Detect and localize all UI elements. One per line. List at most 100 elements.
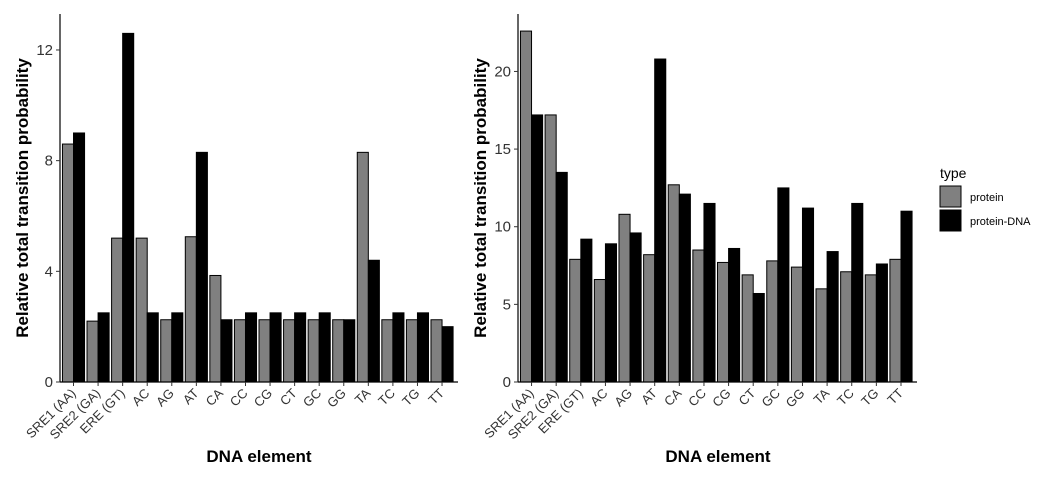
bar-protein-dna-8 xyxy=(269,312,282,383)
x-tick-label: AG xyxy=(611,386,635,410)
legend-title: type xyxy=(940,165,967,181)
x-axis-title: DNA element xyxy=(665,447,771,466)
x-tick-label: TC xyxy=(834,386,857,409)
bar-protein-dna-12 xyxy=(826,251,839,383)
x-tick-label: CC xyxy=(227,386,251,410)
bar-protein-dna-2 xyxy=(580,238,593,383)
x-tick-label: TA xyxy=(811,385,833,407)
bar-protein-dna-8 xyxy=(728,247,741,383)
bar-protein-5 xyxy=(643,254,656,383)
x-tick-label: TA xyxy=(352,385,374,407)
bar-protein-dna-0 xyxy=(531,114,544,383)
x-tick-label: CG xyxy=(709,386,733,410)
bar-protein-dna-7 xyxy=(703,202,716,383)
bar-protein-1 xyxy=(86,320,99,383)
bar-protein-dna-6 xyxy=(220,319,233,383)
bar-protein-8 xyxy=(258,319,271,383)
bar-protein-3 xyxy=(593,279,606,383)
x-tick-label: TT xyxy=(884,385,906,407)
bar-protein-3 xyxy=(135,237,148,383)
legend-swatch-protein-dna xyxy=(939,209,962,232)
bar-protein-dna-3 xyxy=(604,243,618,383)
bar-protein-0 xyxy=(61,143,75,383)
bar-protein-dna-0 xyxy=(73,132,86,383)
bar-protein-15 xyxy=(430,319,443,383)
y-axis-title: Relative total transition probability xyxy=(471,58,490,338)
legend: type protein protein-DNA xyxy=(939,165,1031,232)
legend-label-protein: protein xyxy=(970,192,1004,204)
x-tick-label: TT xyxy=(425,385,447,407)
bar-protein-dna-7 xyxy=(244,312,258,383)
bar-protein-dna-13 xyxy=(392,312,405,383)
x-tick-label: CC xyxy=(685,386,709,410)
bar-protein-7 xyxy=(692,249,705,383)
bar-protein-dna-10 xyxy=(318,312,331,383)
y-tick-label: 0 xyxy=(45,374,53,391)
bar-protein-dna-4 xyxy=(171,312,184,383)
legend-label-protein-dna: protein-DNA xyxy=(970,216,1031,228)
x-tick-label: AC xyxy=(129,386,152,409)
bar-protein-dna-4 xyxy=(629,232,642,383)
bar-protein-6 xyxy=(667,184,680,383)
bar-protein-11 xyxy=(790,266,803,383)
bar-protein-9 xyxy=(741,274,754,383)
bar-protein-dna-5 xyxy=(654,58,667,383)
bar-protein-dna-10 xyxy=(777,187,790,383)
x-tick-label: AT xyxy=(638,385,660,407)
bar-protein-4 xyxy=(618,213,631,383)
bar-protein-15 xyxy=(889,258,902,383)
y-tick-label: 4 xyxy=(45,263,53,280)
bar-protein-2 xyxy=(569,258,582,383)
bar-protein-12 xyxy=(815,288,828,383)
y-tick-label: 8 xyxy=(45,153,53,170)
x-axis-title: DNA element xyxy=(206,447,312,466)
bar-protein-dna-9 xyxy=(294,312,307,383)
y-tick-label: 10 xyxy=(494,219,511,236)
bar-protein-dna-2 xyxy=(122,32,135,383)
bar-protein-5 xyxy=(184,236,197,383)
bar-protein-7 xyxy=(233,319,246,383)
bar-protein-4 xyxy=(160,319,173,383)
y-tick-label: 5 xyxy=(503,296,511,313)
x-tick-label: AT xyxy=(180,385,202,407)
bar-protein-14 xyxy=(864,274,877,383)
y-tick-label: 20 xyxy=(494,63,511,80)
x-tick-label: CA xyxy=(203,385,227,409)
x-tick-label: GC xyxy=(759,386,783,410)
bar-protein-dna-11 xyxy=(343,319,356,383)
x-tick-label: AC xyxy=(587,386,610,409)
bar-protein-9 xyxy=(283,319,296,383)
bar-protein-dna-14 xyxy=(416,312,430,383)
bar-protein-13 xyxy=(381,319,394,383)
y-tick-label: 15 xyxy=(494,141,511,158)
bar-protein-6 xyxy=(209,274,222,383)
bar-protein-dna-1 xyxy=(97,312,110,383)
bar-protein-dna-12 xyxy=(367,259,380,383)
bar-protein-dna-11 xyxy=(801,207,815,383)
x-tick-label: CT xyxy=(277,385,300,408)
x-tick-label: GG xyxy=(783,386,808,411)
bar-protein-14 xyxy=(405,319,418,383)
bar-protein-11 xyxy=(332,319,345,383)
y-tick-label: 12 xyxy=(36,42,53,59)
x-tick-label: CT xyxy=(735,385,758,408)
bar-protein-dna-3 xyxy=(146,312,159,383)
bar-protein-0 xyxy=(519,30,533,383)
bar-protein-13 xyxy=(840,271,853,383)
bar-protein-dna-15 xyxy=(900,210,913,383)
bar-protein-dna-13 xyxy=(851,202,864,383)
bar-protein-dna-14 xyxy=(875,263,888,383)
x-tick-label: GC xyxy=(300,386,324,410)
x-tick-label: AG xyxy=(153,386,177,410)
bar-protein-dna-5 xyxy=(195,151,208,383)
bar-protein-2 xyxy=(111,237,124,383)
x-tick-label: CG xyxy=(251,386,275,410)
bar-protein-dna-6 xyxy=(678,193,691,383)
legend-swatch-protein xyxy=(939,185,962,208)
y-axis-title: Relative total transition probability xyxy=(13,58,32,338)
x-tick-label: TC xyxy=(375,386,398,409)
x-tick-label: TG xyxy=(399,386,422,409)
